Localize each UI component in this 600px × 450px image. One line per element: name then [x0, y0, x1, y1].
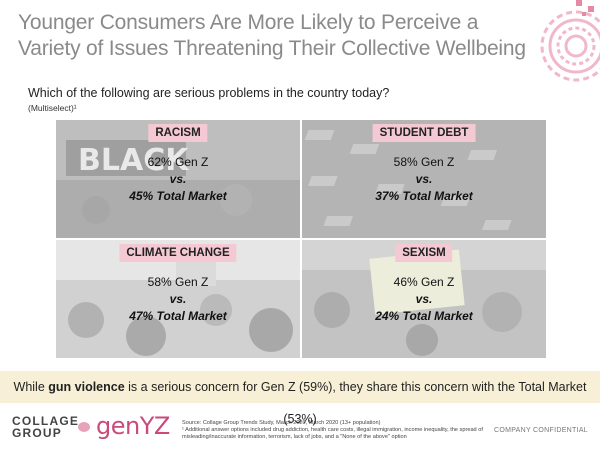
- slide-title: Younger Consumers Are More Likely to Per…: [18, 11, 526, 60]
- genyz-logo: genYZ: [96, 412, 170, 440]
- cell-climate-change: CLIMATE CHANGE 58% Gen Z vs. 47% Total M…: [56, 240, 300, 358]
- footnote-line: ¹ Additional answer options included dru…: [182, 427, 483, 440]
- collage-group-logo: COLLAGE GROUP: [12, 415, 79, 439]
- issue-stats: 58% Gen Z vs. 37% Total Market: [302, 154, 546, 205]
- issue-grid: BLACK RACISM 62% Gen Z vs. 45% Total Mar…: [56, 120, 546, 358]
- banner-text-pre: While: [13, 380, 49, 394]
- confidential-label: COMPANY CONFIDENTIAL: [493, 427, 588, 434]
- banner-text-post: is a serious concern for Gen Z (59%), th…: [124, 380, 587, 426]
- issue-stats: 46% Gen Z vs. 24% Total Market: [302, 274, 546, 325]
- cell-student-debt: STUDENT DEBT 58% Gen Z vs. 37% Total Mar…: [302, 120, 546, 238]
- genz-stat: 58% Gen Z: [393, 155, 455, 169]
- issue-label: SEXISM: [395, 244, 453, 262]
- genz-stat: 62% Gen Z: [147, 155, 209, 169]
- issue-label: STUDENT DEBT: [372, 124, 476, 142]
- multiselect-note: (Multiselect)¹: [28, 103, 77, 113]
- issue-stats: 58% Gen Z vs. 47% Total Market: [56, 274, 300, 325]
- decorative-circles-icon: [540, 0, 600, 82]
- issue-label: RACISM: [148, 124, 208, 142]
- total-market-stat: 24% Total Market: [375, 309, 473, 323]
- gun-violence-banner: While gun violence is a serious concern …: [0, 371, 600, 426]
- total-market-stat: 45% Total Market: [129, 189, 227, 203]
- cell-sexism: SEXISM 46% Gen Z vs. 24% Total Market: [302, 240, 546, 358]
- vs-text: vs.: [415, 292, 433, 306]
- survey-question: Which of the following are serious probl…: [28, 86, 390, 100]
- issue-stats: 62% Gen Z vs. 45% Total Market: [56, 154, 300, 205]
- issue-label: CLIMATE CHANGE: [119, 244, 237, 262]
- banner-text-bold: gun violence: [48, 380, 125, 394]
- source-note: Source: Collage Group Trends Study, Marc…: [182, 420, 492, 441]
- vs-text: vs.: [169, 172, 187, 186]
- vs-text: vs.: [169, 292, 187, 306]
- genz-stat: 58% Gen Z: [147, 275, 209, 289]
- total-market-stat: 37% Total Market: [375, 189, 473, 203]
- vs-text: vs.: [415, 172, 433, 186]
- genz-stat: 46% Gen Z: [393, 275, 455, 289]
- logo-line-2: GROUP: [12, 426, 63, 440]
- logo-dot-icon: [78, 422, 90, 432]
- source-line: Source: Collage Group Trends Study, Marc…: [182, 420, 381, 426]
- total-market-stat: 47% Total Market: [129, 309, 227, 323]
- logo-line-1: COLLAGE: [12, 414, 80, 428]
- cell-racism: BLACK RACISM 62% Gen Z vs. 45% Total Mar…: [56, 120, 300, 238]
